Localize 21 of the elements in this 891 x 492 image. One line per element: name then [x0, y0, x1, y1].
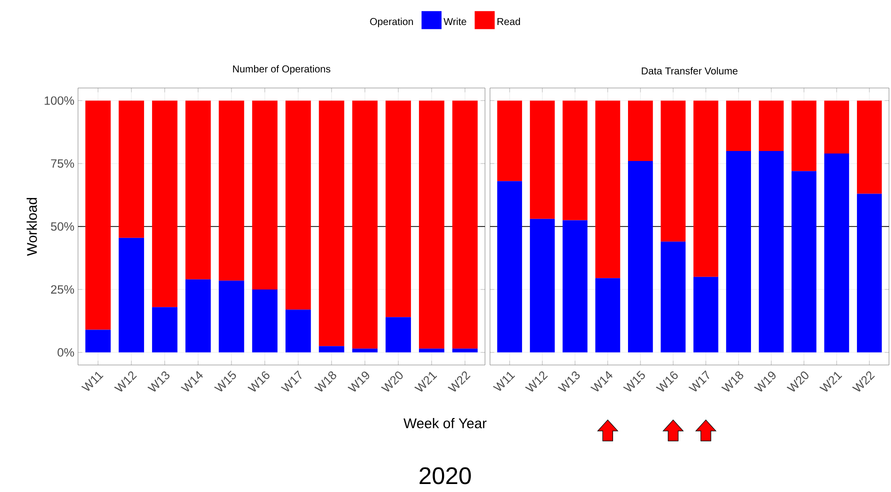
x-axis-title: Week of Year [404, 418, 487, 428]
y-tick-label: 75% [51, 159, 74, 168]
legend-title: Operation [370, 18, 413, 28]
chart-title: Number of Operations [233, 65, 330, 74]
x-tick-label: W21 [819, 372, 842, 392]
x-tick-label: W21 [414, 372, 438, 392]
x-tick-label: W11 [492, 372, 516, 391]
x-tick-label: W20 [786, 372, 808, 392]
y-axis-title: Workload [26, 198, 37, 256]
x-tick-label: W19 [348, 372, 370, 392]
text: 2020 [420, 467, 471, 484]
legend-label: Read [498, 18, 520, 26]
x-tick-label: W20 [380, 372, 403, 392]
x-tick-label: W11 [81, 372, 104, 391]
chart-title: Data Transfer Volume [642, 67, 738, 74]
legend-label: Write [444, 18, 466, 26]
y-tick-label: 25% [51, 285, 74, 294]
y-tick-label: 50% [50, 222, 74, 231]
y-tick-label: 100% [44, 96, 74, 105]
y-tick-label: 0% [58, 348, 74, 357]
x-tick-label: W19 [754, 372, 776, 392]
